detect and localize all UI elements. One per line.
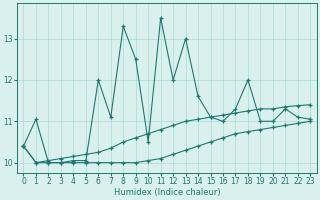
X-axis label: Humidex (Indice chaleur): Humidex (Indice chaleur)	[114, 188, 220, 197]
